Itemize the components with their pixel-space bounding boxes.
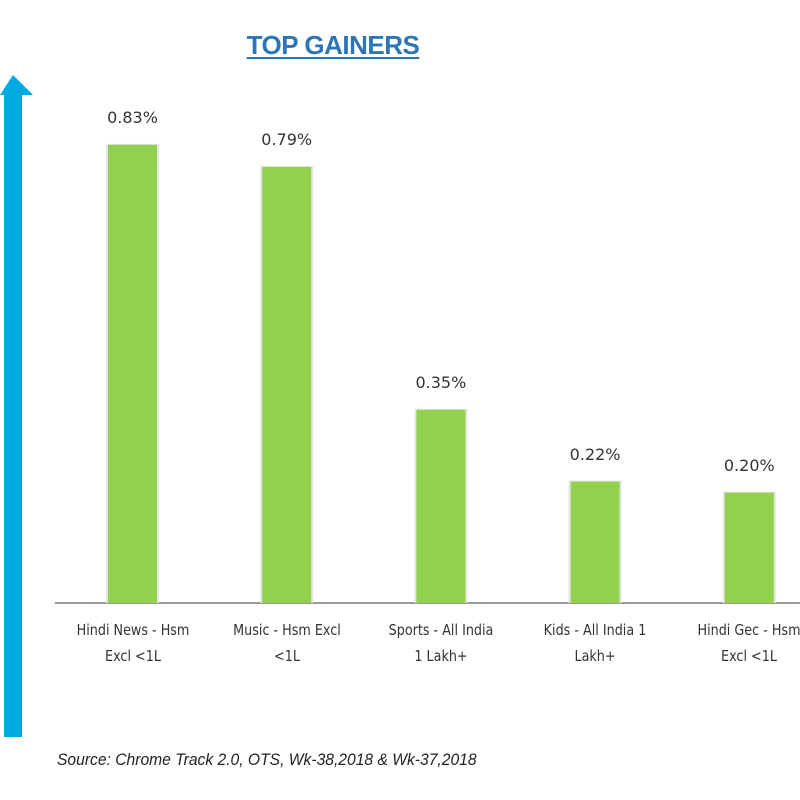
chart-title: TOP GAINERS bbox=[246, 30, 420, 60]
up-arrow-icon bbox=[0, 75, 33, 737]
category-label-line: Excl <1L bbox=[721, 647, 778, 665]
category-label-line: Hindi News - Hsm bbox=[76, 621, 189, 639]
data-label: 0.79% bbox=[261, 129, 313, 149]
bar bbox=[570, 481, 620, 603]
category-label: Music - Hsm Excl <1L bbox=[219, 617, 355, 669]
category-label-line: <1L bbox=[273, 647, 300, 665]
category-label-line: Lakh+ bbox=[574, 647, 616, 665]
arrow-shaft bbox=[4, 92, 22, 737]
category-label-line: Kids - All India 1 bbox=[543, 621, 647, 639]
arrow-head bbox=[0, 75, 33, 95]
category-label: Kids - All India 1 Lakh+ bbox=[527, 617, 663, 669]
category-label: Sports - All India 1 Lakh+ bbox=[373, 617, 509, 669]
category-label: Hindi Gec - Hsm Excl <1L bbox=[681, 617, 800, 669]
category-label-line: Sports - All India bbox=[388, 621, 494, 639]
category-label-line: Hindi Gec - Hsm bbox=[697, 621, 800, 639]
data-label: 0.35% bbox=[415, 372, 467, 392]
data-label: 0.20% bbox=[723, 455, 775, 475]
category-label: Hindi News - Hsm Excl <1L bbox=[65, 617, 201, 669]
bar bbox=[724, 492, 774, 603]
source-note: Source: Chrome Track 2.0, OTS, Wk-38,201… bbox=[57, 750, 477, 769]
category-label-line: Excl <1L bbox=[104, 647, 161, 665]
category-label-line: 1 Lakh+ bbox=[414, 647, 468, 665]
data-label: 0.83% bbox=[107, 107, 158, 127]
category-label-line: Music - Hsm Excl bbox=[232, 621, 341, 639]
bar bbox=[262, 166, 312, 604]
bar bbox=[108, 144, 157, 603]
data-label: 0.22% bbox=[569, 444, 621, 464]
bar bbox=[416, 409, 466, 603]
